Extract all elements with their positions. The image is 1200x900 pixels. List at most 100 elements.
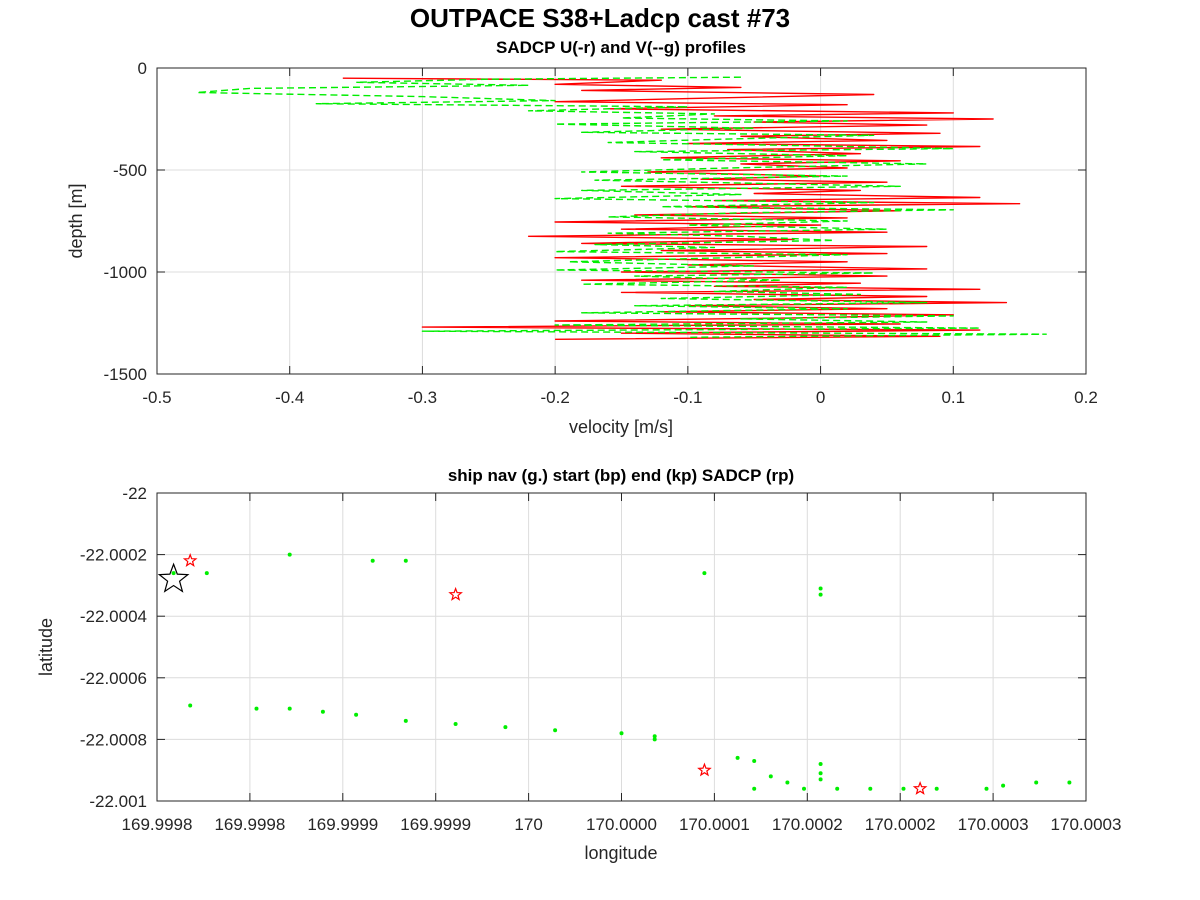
y-tick-label: -22.0004: [80, 607, 147, 626]
x-tick-label: -0.3: [408, 388, 437, 407]
sadcp-marker: [135, 703, 146, 714]
y-axis-label: depth [m]: [66, 183, 86, 258]
ship-nav-point: [403, 718, 408, 723]
x-tick-label: 170.0001: [679, 815, 750, 834]
y-tick-label: -500: [113, 161, 147, 180]
ship-nav-point: [1134, 781, 1138, 785]
x-tick-label: -0.5: [142, 388, 171, 407]
x-axis-label: velocity [m/s]: [569, 417, 673, 437]
ship-nav-point: [735, 755, 740, 760]
ship-nav-point: [934, 786, 939, 791]
axes-ticks: 169.9998 169.9998 169.9999 169.9999 170 170.0…: [80, 484, 1122, 834]
ship-nav-point: [287, 706, 292, 711]
y-tick-label: -22: [122, 484, 147, 503]
ship-nav-point: [1167, 781, 1171, 785]
axes-title: SADCP U(-r) and V(--g) profiles: [496, 38, 746, 57]
ship-nav-point: [204, 571, 209, 576]
ship-nav-point: [868, 786, 873, 791]
ship-nav-point: [254, 706, 259, 711]
ship-nav-point: [901, 786, 906, 791]
velocity-profile-axes: -0.5 -0.4 -0.3 -0.2 -0.1 0 0.1 0.2 0 -500 -1000 -15…: [66, 38, 1098, 437]
x-tick-label: 169.9998: [122, 815, 193, 834]
y-tick-label: -1500: [104, 365, 147, 384]
x-tick-label: 0: [816, 388, 825, 407]
ship-nav-point: [818, 777, 823, 782]
plot-area: [6, 543, 1171, 795]
sadcp-marker: [182, 553, 198, 567]
ship-nav-point: [1101, 781, 1105, 785]
y-tick-label: 0: [138, 59, 147, 78]
ship-nav-point: [818, 586, 823, 591]
axes-ticks: -0.5 -0.4 -0.3 -0.2 -0.1 0 0.1 0.2 0 -500 -1000 -15…: [104, 59, 1098, 407]
ship-nav-point: [22, 543, 26, 547]
x-tick-label: 169.9999: [400, 815, 471, 834]
ship-nav-point: [818, 762, 823, 766]
ship-nav-point: [785, 780, 790, 785]
ship-nav-point: [354, 712, 359, 717]
ship-nav-point: [188, 703, 193, 708]
ship-nav-point: [702, 571, 707, 576]
figure-title: OUTPACE S38+Ladcp cast #73: [410, 3, 790, 33]
ship-nav-point: [453, 722, 458, 726]
ship-nav-point: [6, 682, 10, 686]
x-tick-label: 170: [514, 815, 542, 834]
ship-nav-point: [22, 685, 26, 689]
ship-nav-point: [287, 552, 292, 557]
ship-nav-point: [39, 556, 43, 560]
axes-title: ship nav (g.) start (bp) end (kp) SADCP …: [448, 466, 794, 485]
ship-nav-point: [619, 731, 624, 736]
ship-nav-point: [553, 728, 558, 733]
y-axis-label: latitude: [36, 618, 56, 676]
ship-nav-point: [370, 558, 375, 563]
ship-nav-point: [1001, 783, 1006, 788]
ship-nav-axes: 169.9998 169.9998 169.9999 169.9999 170 170.0…: [6, 466, 1171, 863]
ship-nav-point: [1034, 780, 1039, 785]
plot-area: [196, 76, 1047, 340]
v-velocity-line: [196, 76, 1047, 338]
ship-nav-point: [652, 734, 657, 739]
axes-grid: [157, 68, 1086, 374]
sadcp-marker: [912, 780, 928, 795]
x-axis-label: longitude: [584, 843, 657, 863]
axes-box: [156, 67, 1087, 375]
ship-nav-point: [403, 558, 408, 563]
ship-nav-point: [818, 771, 823, 776]
x-tick-label: 170.0003: [958, 815, 1029, 834]
x-tick-label: 170.0000: [586, 815, 657, 834]
ship-nav-point: [503, 725, 508, 730]
y-tick-label: -22.0006: [80, 669, 147, 688]
ship-nav-point: [835, 786, 840, 791]
x-tick-label: 0.1: [941, 388, 965, 407]
y-tick-label: -22.001: [89, 792, 147, 811]
ship-nav-point: [818, 592, 823, 597]
ship-nav-point: [984, 786, 989, 791]
x-tick-label: 170.0003: [1051, 815, 1122, 834]
ship-nav-point: [802, 786, 806, 791]
ship-nav-point: [171, 571, 176, 576]
x-tick-label: 169.9999: [307, 815, 378, 834]
ship-nav-point: [72, 691, 76, 695]
y-tick-label: -22.0008: [80, 730, 147, 749]
ship-nav-point: [320, 709, 325, 714]
start-marker: [157, 562, 190, 593]
ship-nav-point: [768, 774, 773, 779]
y-tick-label: -22.0002: [80, 546, 147, 565]
x-tick-label: -0.4: [275, 388, 304, 407]
x-tick-label: 170.0002: [865, 815, 936, 834]
ship-nav-point: [752, 786, 757, 791]
sadcp-marker: [697, 762, 712, 777]
axes-grid: [157, 493, 1086, 801]
ship-nav-point: [652, 737, 657, 742]
ship-nav-point: [56, 559, 60, 563]
x-tick-label: 169.9998: [214, 815, 285, 834]
ship-nav-point: [72, 568, 76, 572]
x-tick-label: -0.2: [540, 388, 569, 407]
x-tick-label: 170.0002: [772, 815, 843, 834]
x-tick-label: -0.1: [673, 388, 702, 407]
sadcp-marker: [448, 586, 463, 601]
y-tick-label: -1000: [104, 263, 147, 282]
ship-nav-point: [752, 759, 757, 763]
ship-nav-point: [105, 697, 109, 701]
